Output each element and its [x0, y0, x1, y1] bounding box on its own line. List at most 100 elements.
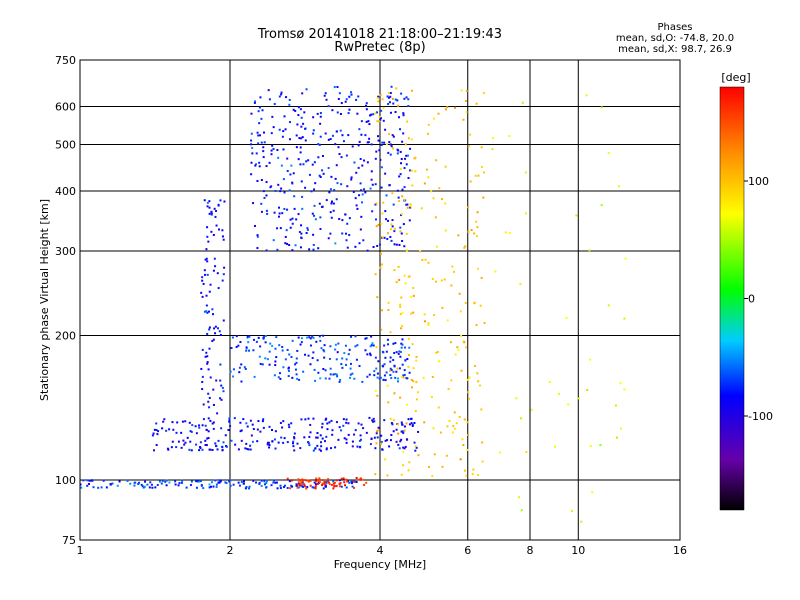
data-point [281, 345, 284, 348]
data-point [304, 139, 307, 142]
data-point [304, 353, 307, 356]
data-point [423, 313, 426, 316]
data-point [209, 419, 212, 422]
data-point [466, 421, 469, 424]
data-point [314, 379, 317, 382]
data-point [97, 486, 100, 489]
data-point [347, 433, 350, 436]
data-point [296, 442, 299, 445]
data-point [481, 460, 484, 463]
data-point [476, 226, 479, 229]
data-point [306, 486, 309, 489]
data-point [294, 368, 297, 371]
data-point [246, 336, 249, 339]
data-point [334, 143, 337, 146]
data-point [372, 344, 375, 347]
data-point [279, 377, 282, 380]
data-point [389, 153, 392, 156]
data-point [435, 245, 438, 248]
y-axis-label: Stationary phase Virtual Height [km] [38, 199, 51, 401]
data-point [380, 166, 383, 169]
data-point [308, 248, 311, 251]
data-point [374, 473, 377, 476]
data-point [390, 85, 393, 88]
data-point [212, 388, 215, 391]
data-point [419, 250, 422, 253]
data-point [286, 242, 289, 245]
data-point [408, 169, 411, 172]
data-point [277, 206, 280, 209]
data-point [414, 410, 417, 413]
data-point [393, 243, 396, 246]
data-point [504, 231, 507, 234]
data-point [589, 444, 592, 447]
data-point [265, 249, 268, 252]
data-point [424, 258, 427, 261]
data-point [191, 424, 194, 427]
data-point [386, 384, 389, 387]
data-point [405, 249, 408, 252]
data-point [222, 238, 225, 241]
data-point [473, 302, 476, 305]
data-point [153, 428, 156, 431]
data-point [318, 174, 321, 177]
data-point [389, 367, 392, 370]
data-point [319, 339, 322, 342]
data-point [302, 370, 305, 373]
data-point [274, 360, 277, 363]
data-point [282, 486, 285, 489]
data-point [585, 94, 588, 97]
data-point [401, 338, 404, 341]
data-point [282, 420, 285, 423]
data-point [299, 482, 302, 485]
data-point [280, 91, 283, 94]
data-point [477, 474, 480, 477]
data-point [242, 480, 245, 483]
data-point [290, 422, 293, 425]
data-point [325, 447, 328, 450]
data-point [359, 477, 362, 480]
data-point [373, 436, 376, 439]
y-tick-label: 75 [62, 534, 76, 547]
data-point [521, 101, 524, 104]
data-point [384, 439, 387, 442]
data-point [360, 120, 363, 123]
data-point [405, 377, 408, 380]
data-point [256, 234, 259, 237]
data-point [293, 449, 296, 452]
data-point [284, 358, 287, 361]
data-point [396, 99, 399, 102]
data-point [209, 283, 212, 286]
data-point [233, 417, 236, 420]
data-point [410, 378, 413, 381]
data-point [365, 481, 368, 484]
data-point [207, 392, 210, 395]
data-point [199, 480, 202, 483]
data-point [340, 156, 343, 159]
data-point [402, 376, 405, 379]
data-point [473, 232, 476, 235]
data-point [172, 428, 175, 431]
data-point [427, 322, 430, 325]
data-point [216, 272, 219, 275]
data-point [319, 228, 322, 231]
data-point [222, 390, 225, 393]
data-point [370, 178, 373, 181]
data-point [382, 378, 385, 381]
data-point [242, 418, 245, 421]
data-point [263, 196, 266, 199]
data-point [294, 363, 297, 366]
data-point [325, 479, 328, 482]
data-point [356, 344, 359, 347]
data-point [352, 190, 355, 193]
data-point [334, 373, 337, 376]
data-point [263, 480, 266, 483]
data-point [250, 173, 253, 176]
data-point [463, 341, 466, 344]
data-point [401, 188, 404, 191]
data-point [229, 370, 232, 373]
data-point [357, 144, 360, 147]
data-point [216, 412, 219, 415]
data-point [297, 486, 300, 489]
data-point [404, 445, 407, 448]
